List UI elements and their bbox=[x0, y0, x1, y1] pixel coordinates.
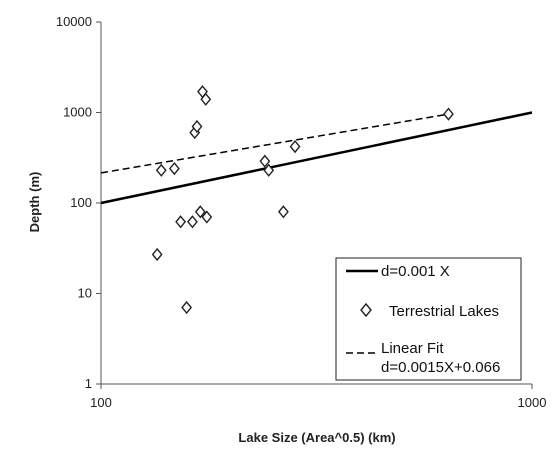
data-point bbox=[191, 119, 203, 134]
data-point bbox=[443, 107, 454, 121]
x-tick-label: 100 bbox=[90, 395, 112, 410]
legend-label-terrestrial-lakes: Terrestrial Lakes bbox=[389, 303, 499, 320]
x-tick-label: 1000 bbox=[518, 395, 547, 410]
data-point bbox=[263, 163, 275, 177]
y-tick-label: 10000 bbox=[56, 14, 92, 29]
series-lines bbox=[100, 111, 533, 205]
y-tick-label: 1000 bbox=[63, 105, 92, 120]
x-axis-title: Lake Size (Area^0.5) (km) bbox=[238, 430, 395, 445]
linear-fit-line bbox=[100, 113, 449, 174]
legend-swatch-diamond bbox=[360, 302, 372, 318]
data-point bbox=[259, 154, 271, 168]
series-points bbox=[151, 85, 454, 315]
data-point bbox=[151, 247, 163, 262]
data-point bbox=[187, 215, 198, 229]
legend: d=0.001 X Terrestrial Lakes Linear Fit d… bbox=[335, 257, 522, 381]
data-point bbox=[175, 215, 187, 229]
x-tick-labels: 100 1000 bbox=[90, 395, 546, 410]
data-point bbox=[278, 205, 289, 219]
y-tick-label: 100 bbox=[70, 195, 92, 210]
legend-label-linear-fit-1: Linear Fit bbox=[381, 340, 444, 357]
y-tick-label: 1 bbox=[85, 376, 92, 391]
legend-label-solid-line: d=0.001 X bbox=[381, 263, 450, 280]
y-tick-labels: 1 10 100 1000 10000 bbox=[56, 14, 92, 391]
y-axis-title: Depth (m) bbox=[27, 172, 42, 233]
data-point bbox=[194, 205, 206, 219]
data-point bbox=[155, 163, 167, 177]
legend-label-linear-fit-2: d=0.0015X+0.066 bbox=[381, 359, 500, 376]
data-point bbox=[168, 161, 180, 176]
legend-box bbox=[335, 257, 522, 381]
reference-line bbox=[100, 111, 533, 205]
data-point bbox=[181, 300, 193, 315]
y-tick-label: 10 bbox=[78, 286, 92, 301]
data-point bbox=[201, 210, 213, 224]
data-point bbox=[289, 139, 301, 154]
data-point bbox=[200, 92, 212, 106]
